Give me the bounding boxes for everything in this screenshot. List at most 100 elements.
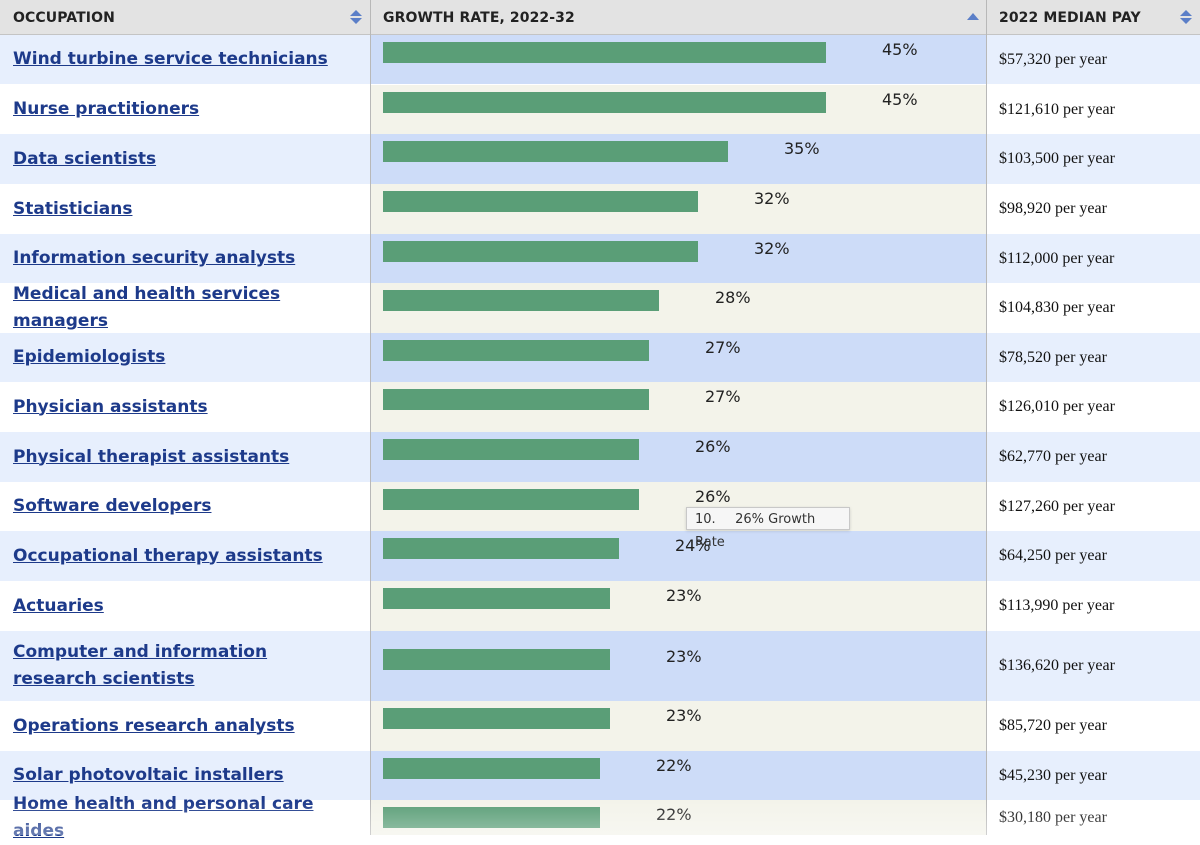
table-row: Epidemiologists 27% $78,520 per year xyxy=(0,333,1200,382)
occupation-link[interactable]: Data scientists xyxy=(13,148,157,169)
occupation-link[interactable]: Wind turbine service technicians xyxy=(13,49,328,69)
table-row: Nurse practitioners 45% $121,610 per year xyxy=(0,85,1200,134)
growth-cell: 45% xyxy=(371,35,986,84)
pay-header-label: 2022 MEDIAN PAY xyxy=(999,10,1141,26)
growth-label: 27% xyxy=(705,387,741,406)
pay-cell: $104,830 per year xyxy=(999,299,1115,316)
pay-cell: $85,720 per year xyxy=(999,717,1107,734)
occupation-link[interactable]: Operations research analysts xyxy=(13,715,295,736)
pay-cell: $64,250 per year xyxy=(999,547,1107,564)
pay-cell: $136,620 per year xyxy=(999,657,1115,674)
occupation-link[interactable]: Occupational therapy assistants xyxy=(13,545,323,566)
pay-cell: $112,000 per year xyxy=(999,249,1115,267)
growth-bar[interactable] xyxy=(383,489,639,510)
occupation-link[interactable]: Solar photovoltaic installers xyxy=(13,765,284,785)
growth-bar[interactable] xyxy=(383,42,826,63)
table-row: Operations research analysts 23% $85,720 p… xyxy=(0,701,1200,751)
table-row: Statisticians 32% $98,920 per year xyxy=(0,184,1200,234)
growth-bar[interactable] xyxy=(383,758,600,779)
growth-bar[interactable] xyxy=(383,340,649,361)
occupation-cell: Epidemiologists xyxy=(0,333,370,382)
occupation-link[interactable]: Medical and health services managers xyxy=(13,284,281,331)
table-row: Physician assistants 27% $126,010 per year xyxy=(0,382,1200,432)
growth-bar[interactable] xyxy=(383,439,639,460)
occupation-cell: Software developers xyxy=(0,482,370,531)
sort-ascending-icon[interactable] xyxy=(966,9,980,27)
occupation-link[interactable]: Software developers xyxy=(13,496,212,516)
growth-label: 32% xyxy=(754,189,790,208)
occupation-cell: Home health and personal care aides xyxy=(0,794,370,841)
growth-cell: 28% xyxy=(371,283,986,333)
occupation-cell: Solar photovoltaic installers xyxy=(0,751,370,800)
table-row: Occupational therapy assistants 24% $64,25… xyxy=(0,531,1200,581)
growth-cell: 26% xyxy=(371,482,986,531)
growth-cell: 32% xyxy=(371,234,986,283)
pay-cell: $98,920 per year xyxy=(999,200,1107,217)
occupation-link[interactable]: Nurse practitioners xyxy=(13,99,200,119)
occupation-link[interactable]: Epidemiologists xyxy=(13,347,166,367)
growth-label: 23% xyxy=(666,706,702,725)
growth-header-label: GROWTH RATE, 2022-32 xyxy=(383,10,575,26)
occupation-cell: Operations research analysts xyxy=(0,701,370,751)
growth-bar[interactable] xyxy=(383,708,610,729)
table-header: OCCUPATION GROWTH RATE, 2022-32 2022 MED… xyxy=(0,0,1200,35)
pay-cell: $121,610 per year xyxy=(999,100,1115,118)
growth-cell: 23% xyxy=(371,631,986,701)
growth-label: 22% xyxy=(656,756,692,775)
occupation-cell: Statisticians xyxy=(0,184,370,234)
growth-bar[interactable] xyxy=(383,141,728,162)
occupation-cell: Physician assistants xyxy=(0,382,370,432)
sort-up-down-icon[interactable] xyxy=(1179,9,1193,30)
growth-cell: 32% xyxy=(371,184,986,234)
occupation-link[interactable]: Physical therapist assistants xyxy=(13,446,290,467)
sort-up-down-icon[interactable] xyxy=(349,9,363,30)
growth-cell: 23% xyxy=(371,701,986,751)
growth-label: 45% xyxy=(882,90,918,109)
occupation-link[interactable]: Home health and personal care aides xyxy=(13,793,314,841)
growth-bar[interactable] xyxy=(383,92,826,113)
table-row: Wind turbine service technicians 45% $57,3… xyxy=(0,35,1200,84)
pay-cell: $45,230 per year xyxy=(999,766,1107,784)
pay-cell: $62,770 per year xyxy=(999,448,1107,465)
growth-cell: 27% xyxy=(371,333,986,382)
growth-column-header[interactable]: GROWTH RATE, 2022-32 xyxy=(383,0,575,34)
growth-bar[interactable] xyxy=(383,389,649,410)
pay-cell: $126,010 per year xyxy=(999,398,1115,415)
occupation-header-label: OCCUPATION xyxy=(13,10,115,26)
table-row: Actuaries 23% $113,990 per year xyxy=(0,581,1200,631)
growth-label: 32% xyxy=(754,239,790,258)
occupation-link[interactable]: Information security analysts xyxy=(13,248,296,268)
occupation-cell: Actuaries xyxy=(0,581,370,631)
growth-bar[interactable] xyxy=(383,649,610,670)
growth-bar[interactable] xyxy=(383,191,698,212)
table-row: Computer and information research scient… xyxy=(0,631,1200,701)
growth-label: 23% xyxy=(666,647,702,666)
pay-column-header[interactable]: 2022 MEDIAN PAY xyxy=(999,0,1141,34)
occupation-link[interactable]: Computer and information research scient… xyxy=(13,642,268,689)
growth-label: 45% xyxy=(882,40,918,59)
growth-label: 26% xyxy=(695,487,731,506)
table-row: Software developers 26% $127,260 per year xyxy=(0,482,1200,531)
occupation-cell: Information security analysts xyxy=(0,234,370,283)
column-divider xyxy=(986,0,987,835)
growth-label: 26% xyxy=(695,437,731,456)
pay-cell: $103,500 per year xyxy=(999,150,1115,167)
growth-label: 22% xyxy=(656,805,692,824)
occupation-cell: Nurse practitioners xyxy=(0,85,370,134)
pay-cell: $30,180 per year xyxy=(999,808,1107,826)
occupation-link[interactable]: Statisticians xyxy=(13,198,133,219)
growth-bar[interactable] xyxy=(383,538,619,559)
occupation-column-header[interactable]: OCCUPATION xyxy=(13,0,115,34)
growth-bar[interactable] xyxy=(383,290,659,311)
growth-bar[interactable] xyxy=(383,588,610,609)
growth-cell: 22% xyxy=(371,751,986,800)
table-row: Physical therapist assistants 26% $62,770 … xyxy=(0,432,1200,482)
growth-tooltip: 10. 26% Growth Rate xyxy=(686,507,850,550)
pay-cell: $113,990 per year xyxy=(999,597,1115,614)
growth-cell: 22% xyxy=(371,800,986,835)
growth-bar[interactable] xyxy=(383,807,600,828)
growth-bar[interactable] xyxy=(383,241,698,262)
occupation-link[interactable]: Physician assistants xyxy=(13,396,208,417)
pay-cell: $78,520 per year xyxy=(999,348,1107,366)
occupation-link[interactable]: Actuaries xyxy=(13,595,104,616)
